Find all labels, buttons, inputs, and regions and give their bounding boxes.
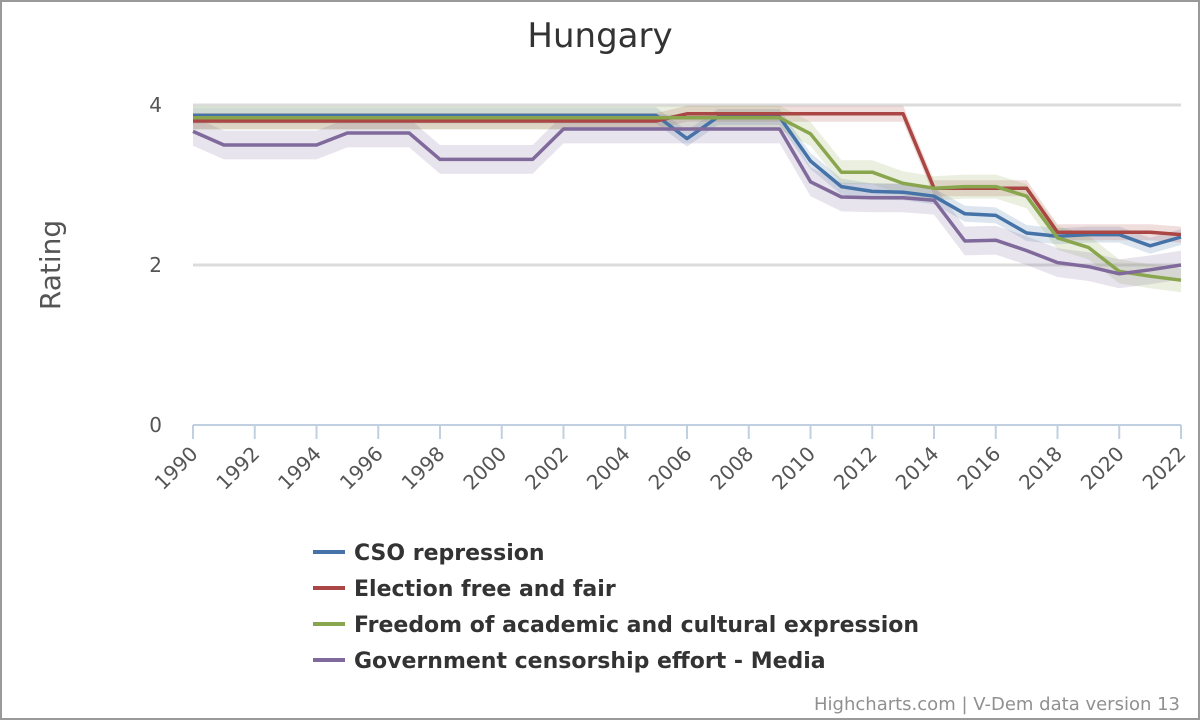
x-tick-label: 2008: [705, 442, 758, 495]
x-tick-label: 2020: [1076, 442, 1129, 495]
confidence-band-series-2: [193, 105, 1181, 293]
x-tick-label: 1992: [211, 442, 264, 495]
y-axis-ticks: 0 2 4: [149, 93, 162, 437]
series-line-2[interactable]: [193, 116, 1182, 282]
series-line-3[interactable]: [192, 127, 1182, 276]
x-tick-label: 2014: [891, 442, 944, 495]
x-tick-label: 2012: [829, 442, 882, 495]
x-tick-label: 1998: [397, 442, 450, 495]
legend-label: Freedom of academic and cultural express…: [354, 613, 919, 638]
series-line-1[interactable]: [193, 112, 1182, 237]
legend-item[interactable]: Freedom of academic and cultural express…: [313, 613, 919, 638]
x-tick-label: 1996: [335, 442, 388, 495]
y-tick-label: 0: [149, 413, 162, 437]
series-line-0[interactable]: [193, 113, 1182, 248]
legend-item[interactable]: CSO repression: [313, 541, 545, 566]
y-axis-label: Rating: [34, 220, 67, 310]
x-tick-label: 2016: [952, 442, 1005, 495]
y-tick-label: 2: [149, 253, 162, 277]
series-lines: [192, 112, 1182, 282]
legend[interactable]: CSO repression Election free and fair Free…: [313, 541, 919, 674]
x-tick-label: 2010: [767, 442, 820, 495]
x-tick-label: 2006: [644, 442, 697, 495]
credits-text[interactable]: Highcharts.com | V-Dem data version 13: [814, 694, 1180, 715]
x-axis: 1990 1992 1994 1996 1998 2000 2002 2004 2006 2008…: [150, 424, 1191, 495]
legend-label: Government censorship effort - Media: [354, 649, 826, 674]
x-tick-label: 2000: [458, 442, 511, 495]
x-tick-label: 2022: [1138, 442, 1191, 495]
legend-item[interactable]: Government censorship effort - Media: [313, 649, 826, 674]
chart-title: Hungary: [527, 16, 672, 56]
x-tick-label: 2004: [582, 442, 635, 495]
legend-label: Election free and fair: [354, 577, 616, 602]
x-tick-label: 2018: [1014, 442, 1067, 495]
x-tick-label: 1994: [273, 442, 326, 495]
grid-lines: [193, 103, 1181, 267]
legend-item[interactable]: Election free and fair: [313, 577, 616, 602]
x-tick-label: 1990: [150, 442, 203, 495]
y-tick-label: 4: [149, 93, 162, 117]
legend-label: CSO repression: [354, 541, 545, 566]
x-tick-label: 2002: [520, 442, 573, 495]
